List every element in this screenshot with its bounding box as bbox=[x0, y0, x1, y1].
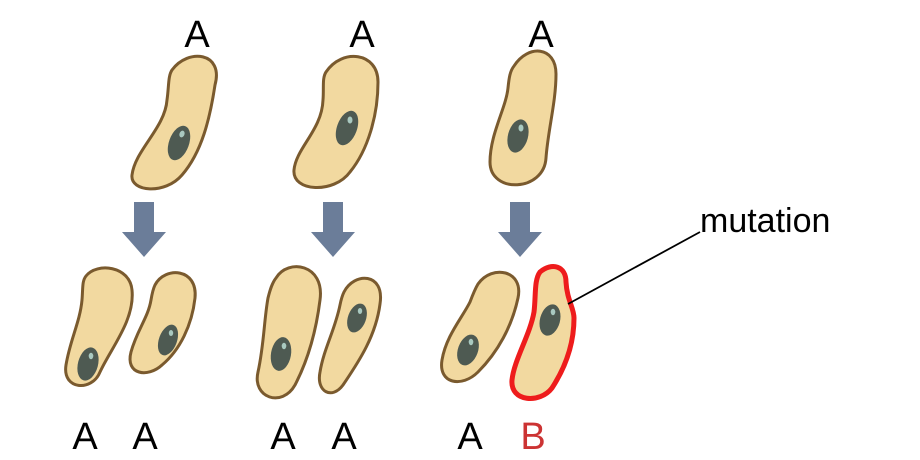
down-arrow-icon bbox=[122, 202, 166, 257]
nucleus-icon bbox=[77, 347, 99, 381]
mutation-leader-line bbox=[567, 231, 701, 305]
parent-cell-col2 bbox=[292, 55, 380, 189]
nucleus-icon bbox=[335, 110, 359, 146]
parent-label-col1: A bbox=[184, 14, 210, 56]
mutation-annotation: mutation bbox=[700, 202, 830, 240]
parent-label-col3: A bbox=[528, 14, 554, 56]
daughter-cell-col2-left bbox=[255, 265, 322, 400]
daughter-label-col2-left: A bbox=[270, 416, 296, 458]
down-arrow-icon bbox=[311, 202, 355, 257]
mutant-daughter-cell-col3-right bbox=[509, 264, 577, 401]
daughter-cell-col1-right bbox=[128, 271, 197, 375]
daughter-cell-col3-left bbox=[440, 270, 521, 383]
parent-label-col2: A bbox=[349, 14, 375, 56]
daughter-label-col1-left: A bbox=[72, 416, 98, 458]
daughter-label-col1-right: A bbox=[132, 416, 158, 458]
nucleus-icon bbox=[167, 125, 191, 161]
down-arrow-icon bbox=[498, 202, 542, 257]
daughter-label-col3-left: A bbox=[457, 416, 483, 458]
mutant-daughter-label: B bbox=[520, 416, 545, 458]
daughter-label-col2-right: A bbox=[331, 416, 357, 458]
nucleus-icon bbox=[457, 334, 479, 366]
daughter-cell-col2-right bbox=[317, 276, 382, 395]
parent-cell-col3 bbox=[488, 49, 558, 187]
parent-cell-col1 bbox=[130, 54, 218, 191]
daughter-cell-col1-left bbox=[64, 266, 134, 388]
